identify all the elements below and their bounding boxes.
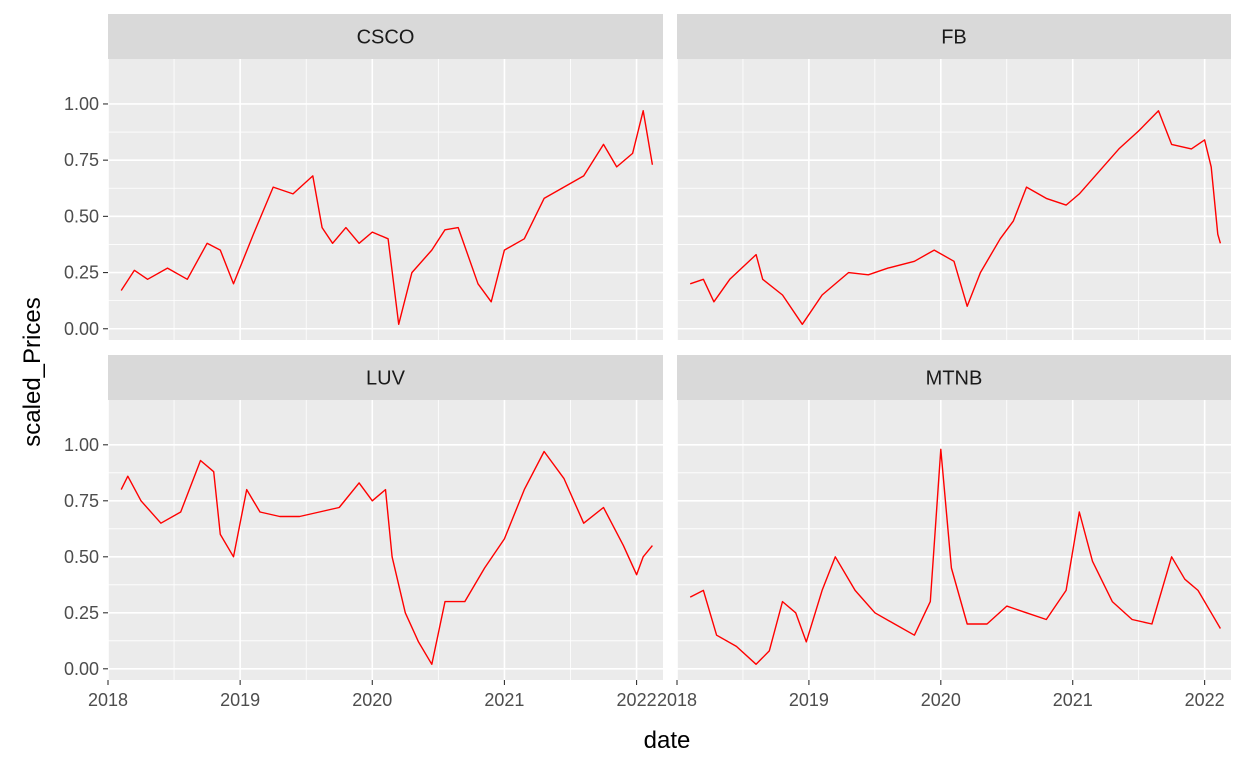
x-tick-label: 2019 bbox=[220, 690, 260, 710]
strip-background bbox=[108, 14, 663, 59]
panel-background bbox=[108, 59, 663, 340]
panel-background bbox=[108, 400, 663, 680]
strip-label: MTNB bbox=[926, 368, 983, 390]
panel-mtnb: MTNB 2018 2019 2020 2021 2022 bbox=[657, 355, 1231, 710]
x-axis-title: date bbox=[644, 727, 691, 754]
strip-background bbox=[677, 355, 1231, 400]
panel-background bbox=[677, 400, 1231, 680]
series-line-csco bbox=[120, 109, 654, 325]
panel-fb: FB bbox=[676, 14, 1231, 340]
x-tick-label: 2021 bbox=[484, 690, 524, 710]
y-tick-label: 1.00 bbox=[64, 94, 99, 114]
y-tick-label: 0.75 bbox=[64, 150, 99, 170]
strip-label: FB bbox=[941, 27, 967, 49]
panel-csco: CSCO 0.00 0.25 0.50 0.75 1.00 bbox=[64, 14, 663, 340]
x-tick-label: 2019 bbox=[789, 690, 829, 710]
y-tick-label: 0.25 bbox=[64, 603, 99, 623]
y-tick-label: 1.00 bbox=[64, 435, 99, 455]
x-tick-label: 2022 bbox=[1185, 690, 1225, 710]
strip-label: CSCO bbox=[357, 27, 415, 49]
panel-background bbox=[677, 59, 1231, 340]
y-tick-label: 0.75 bbox=[64, 491, 99, 511]
y-tick-label: 0.25 bbox=[64, 263, 99, 283]
y-axis-title: scaled_Prices bbox=[19, 297, 46, 446]
panels-layer: CSCO 0.00 0.25 0.50 0.75 1.00 FB LUV 0.00 0.25 0.5… bbox=[64, 14, 1231, 710]
strip-background bbox=[677, 14, 1231, 59]
y-tick-label: 0.00 bbox=[64, 319, 99, 339]
x-tick-label: 2022 bbox=[617, 690, 657, 710]
x-tick-label: 2018 bbox=[657, 690, 697, 710]
y-tick-label: 0.00 bbox=[64, 659, 99, 679]
y-tick-label: 0.50 bbox=[64, 547, 99, 567]
x-tick-label: 2021 bbox=[1053, 690, 1093, 710]
x-tick-label: 2020 bbox=[352, 690, 392, 710]
series-line-mtnb bbox=[689, 448, 1222, 665]
panel-luv: LUV 0.00 0.25 0.50 0.75 1.00 2018 2019 2020 2021 2… bbox=[64, 355, 663, 710]
series-line-fb bbox=[689, 109, 1222, 325]
x-tick-label: 2020 bbox=[921, 690, 961, 710]
y-tick-label: 0.50 bbox=[64, 206, 99, 226]
strip-background bbox=[108, 355, 663, 400]
strip-label: LUV bbox=[366, 368, 406, 390]
series-line-luv bbox=[120, 450, 653, 665]
x-tick-label: 2018 bbox=[88, 690, 128, 710]
